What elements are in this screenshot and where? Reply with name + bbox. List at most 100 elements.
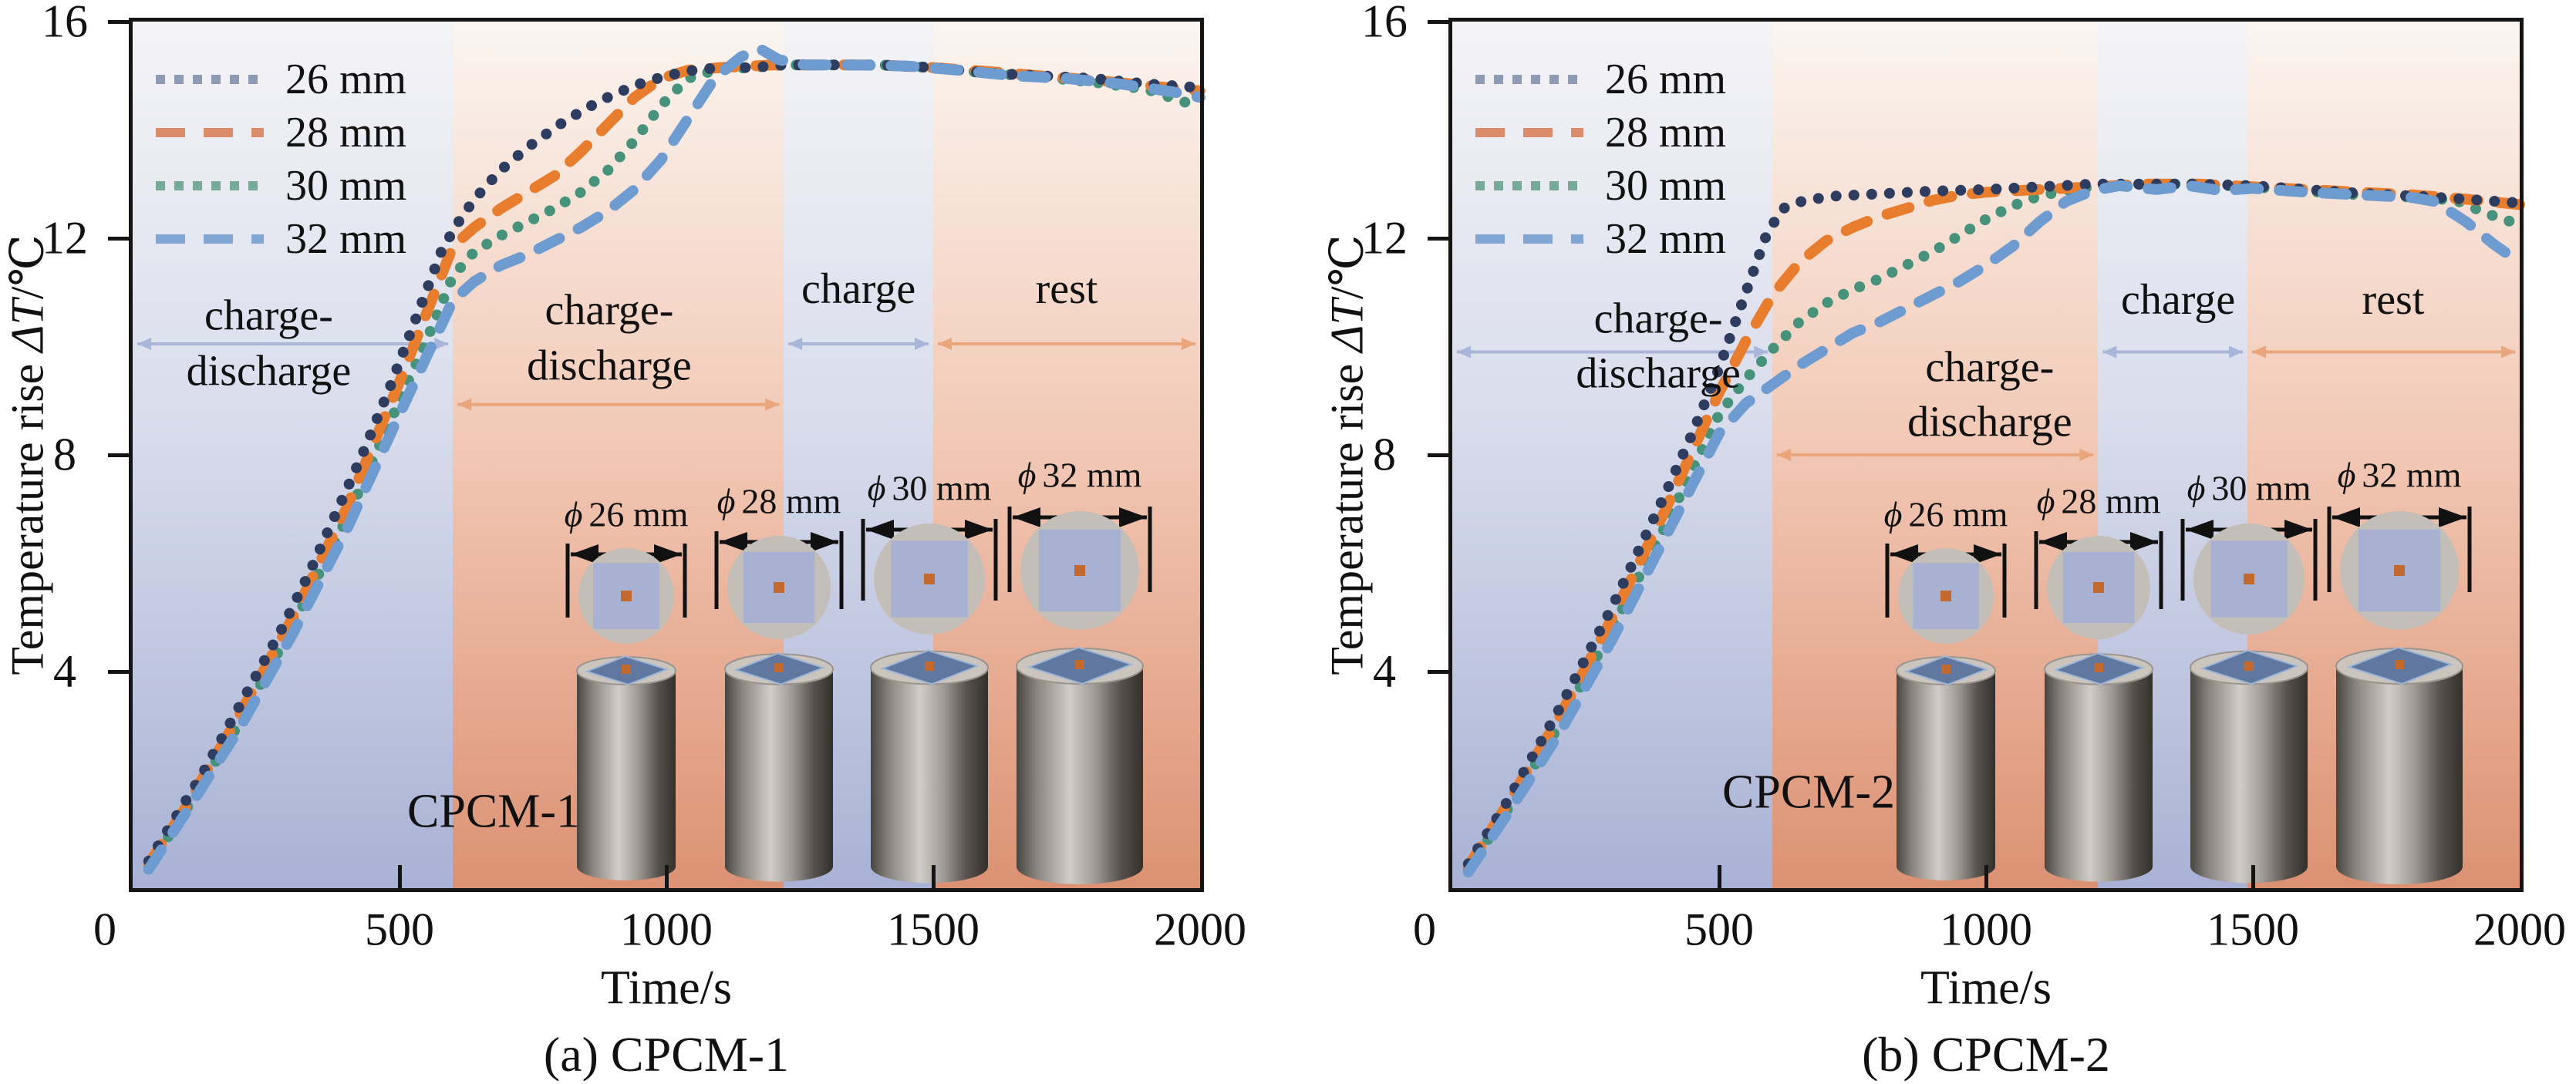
phi-symbol: ϕ xyxy=(2036,481,2055,521)
thermocouple-dot xyxy=(1075,660,1084,669)
phi-label: ϕ 30 mm xyxy=(868,466,992,512)
arrow-head-icon xyxy=(1974,544,2001,564)
cylinder-bottom xyxy=(871,850,988,884)
arrow-head-icon xyxy=(2252,345,2267,359)
legend-swatch-dotted-line-icon xyxy=(156,75,264,84)
stage-label-line: charge- xyxy=(1593,294,1723,342)
cylinder-bottom xyxy=(2336,849,2463,884)
phi-symbol: ϕ xyxy=(564,494,583,534)
curve-32mm xyxy=(143,42,1205,875)
phi-text: 30 mm xyxy=(892,468,992,508)
cylinder-bottom xyxy=(577,853,676,880)
legend-item-28mm: 28 mm xyxy=(156,109,407,157)
arrow-head-icon xyxy=(137,337,151,350)
x-tick-label: 1000 xyxy=(1940,904,2032,955)
phi-text: 26 mm xyxy=(1908,494,2008,534)
arrow-head-icon xyxy=(2284,520,2312,540)
legend-item-30mm: 30 mm xyxy=(156,162,407,210)
thermocouple-dot xyxy=(621,591,632,601)
cylinder-body xyxy=(871,668,988,867)
arrow-head-icon xyxy=(2079,449,2094,461)
thermocouple-dot xyxy=(1941,665,1951,674)
stage-label-line: discharge xyxy=(186,346,352,395)
legend-label: 28 mm xyxy=(285,109,407,157)
cylinder-body xyxy=(2336,666,2463,867)
x-axis-label: Time/s xyxy=(600,961,733,1015)
legend-label: 32 mm xyxy=(1605,215,1727,263)
phi-symbol: ϕ xyxy=(2187,468,2206,508)
x-tick-label: 1500 xyxy=(2207,904,2299,955)
cylinder-body xyxy=(2190,668,2308,867)
x-tick-label: 1000 xyxy=(620,904,713,955)
cylinder-body xyxy=(1897,671,1995,867)
arrow-head-icon xyxy=(938,337,952,350)
arrow-head-icon xyxy=(2501,345,2515,359)
x-tick-label: 0 xyxy=(93,904,116,955)
x-tick-label: 2000 xyxy=(1154,904,1246,955)
x-tick-mark xyxy=(1717,865,1721,888)
stage-label: rest xyxy=(2362,273,2425,328)
y-tick-mark xyxy=(1428,453,1452,457)
thermocouple-dot xyxy=(2244,574,2254,584)
x-tick-mark xyxy=(664,865,669,888)
thermocouple-dot xyxy=(2244,662,2254,671)
arrow-head-icon xyxy=(811,532,838,552)
stage-label: charge-discharge xyxy=(1576,291,1741,402)
legend-label: 26 mm xyxy=(285,56,407,103)
phi-symbol: ϕ xyxy=(867,468,886,508)
phi-text: 32 mm xyxy=(2362,455,2462,495)
stage-label-line: charge xyxy=(2121,275,2236,324)
y-axis-label-symbol: ΔT xyxy=(1321,299,1373,352)
arrow-head-icon xyxy=(2332,507,2360,527)
phi-label: ϕ 32 mm xyxy=(2338,453,2462,499)
thermocouple-dot xyxy=(774,663,784,672)
y-tick-mark xyxy=(1428,19,1452,24)
x-tick-mark xyxy=(931,865,936,888)
x-tick-mark xyxy=(1984,865,1988,888)
x-tick-label: 500 xyxy=(1684,904,1754,955)
stage-label: charge-discharge xyxy=(1907,340,2072,450)
thermocouple-dot xyxy=(774,582,784,593)
phi-label: ϕ 28 mm xyxy=(2037,480,2161,525)
arrow-head-icon xyxy=(457,398,472,411)
cylinder-body xyxy=(577,671,676,867)
x-tick-mark xyxy=(2251,865,2255,888)
arrow-head-icon xyxy=(1754,345,1768,359)
stage-label-line: charge- xyxy=(204,291,333,340)
thermocouple-dot xyxy=(924,574,935,584)
y-axis-label-prefix: Temperature rise xyxy=(1321,352,1373,675)
legend-swatch-dashed-line-icon xyxy=(156,234,264,244)
arrow-head-icon xyxy=(866,520,894,540)
legend-label: 26 mm xyxy=(1605,56,1727,103)
arrow-head-icon xyxy=(1777,449,1792,461)
thermocouple-dot xyxy=(622,665,631,674)
phi-symbol: ϕ xyxy=(1017,455,1037,495)
curve-28mm xyxy=(143,59,1205,870)
thermocouple-dot xyxy=(1940,591,1951,601)
curve-30mm xyxy=(1462,178,2525,875)
stage-label: charge xyxy=(2121,273,2235,328)
legend-swatch-dotted-line-icon xyxy=(156,181,264,190)
cylinder-bottom xyxy=(1017,849,1143,884)
cylinder-bottom xyxy=(2045,851,2153,882)
y-tick-label: 4 xyxy=(1373,645,1396,697)
stage-label-line: charge- xyxy=(1925,343,2055,392)
thermocouple-dot xyxy=(2395,660,2404,669)
y-tick-mark xyxy=(1428,669,1452,674)
cylinder-bottom xyxy=(2190,850,2308,884)
x-tick-label: 2000 xyxy=(2473,904,2566,955)
stage-label: rest xyxy=(1036,262,1098,318)
legend-label: 30 mm xyxy=(285,162,407,210)
stage-label: charge-discharge xyxy=(187,288,352,399)
arrow-head-icon xyxy=(1457,345,1471,359)
arrow-head-icon xyxy=(2130,532,2158,552)
stage-label-line: discharge xyxy=(527,341,692,389)
x-tick-mark xyxy=(397,865,402,888)
phi-label: ϕ 30 mm xyxy=(2187,466,2311,512)
cylinder-body xyxy=(1017,666,1143,867)
cpcm-label: CPCM-1 xyxy=(407,785,580,838)
arrow-head-icon xyxy=(1890,544,1918,564)
arrow-head-icon xyxy=(571,544,598,564)
stage-label-line: rest xyxy=(1035,264,1098,313)
